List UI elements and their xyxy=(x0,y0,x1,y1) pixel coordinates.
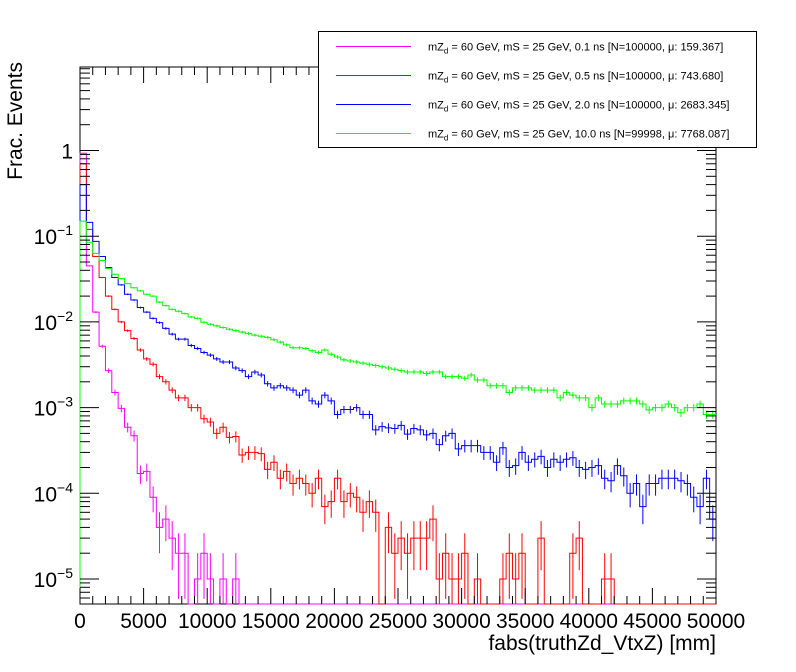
legend-label: mZd = 60 GeV, mS = 25 GeV, 10.0 ns [N=99… xyxy=(428,129,729,143)
legend-entry: mZd = 60 GeV, mS = 25 GeV, 10.0 ns [N=99… xyxy=(336,129,729,143)
x-axis-title: fabs(truthZd_VtxZ) [mm] xyxy=(488,632,716,655)
x-tick-label: 40000 xyxy=(560,610,618,633)
histogram-step-line xyxy=(79,184,716,604)
legend-label: mZd = 60 GeV, mS = 25 GeV, 2.0 ns [N=100… xyxy=(428,100,729,114)
x-tick-label: 35000 xyxy=(496,610,554,633)
x-tick-label: 5000 xyxy=(120,610,167,633)
legend-label: mZd = 60 GeV, mS = 25 GeV, 0.1 ns [N=100… xyxy=(428,42,723,56)
y-tick-label: 10−2 xyxy=(34,308,74,335)
legend-label: mZd = 60 GeV, mS = 25 GeV, 0.5 ns [N=100… xyxy=(428,71,723,85)
series-2 xyxy=(79,184,716,604)
legend-box xyxy=(318,31,757,148)
y-tick-label: 1 xyxy=(61,141,73,164)
x-tick-label: 15000 xyxy=(242,610,300,633)
series-3 xyxy=(79,220,716,604)
y-axis-title: Frac. Events xyxy=(4,62,27,180)
series-1 xyxy=(79,163,716,605)
y-tick-label: 10−4 xyxy=(34,479,74,506)
x-tick-label: 20000 xyxy=(305,610,363,633)
x-tick-label: 30000 xyxy=(432,610,490,633)
y-tick-label: 10−5 xyxy=(34,565,74,592)
y-tick-label: 10−3 xyxy=(34,394,74,421)
histogram-step-line xyxy=(79,220,716,604)
legend-entry: mZd = 60 GeV, mS = 25 GeV, 0.5 ns [N=100… xyxy=(336,71,723,85)
x-tick-label: 25000 xyxy=(369,610,427,633)
legend-entry: mZd = 60 GeV, mS = 25 GeV, 0.1 ns [N=100… xyxy=(336,42,723,56)
x-tick-label: 45000 xyxy=(623,610,681,633)
histogram-step-line xyxy=(79,163,716,605)
plot-frame xyxy=(79,66,717,605)
series-layer xyxy=(79,152,716,605)
axis-layer: 0 5000 10000 15000 20000 25000 30000 35000 40000… xyxy=(34,67,745,633)
x-tick-label: 10000 xyxy=(178,610,236,633)
y-tick-label: 10−1 xyxy=(34,222,74,249)
x-tick-label: 0 xyxy=(74,610,86,633)
legend-entry: mZd = 60 GeV, mS = 25 GeV, 2.0 ns [N=100… xyxy=(336,100,729,114)
x-tick-label: 50000 xyxy=(687,610,745,633)
legend: mZd = 60 GeV, mS = 25 GeV, 0.1 ns [N=100… xyxy=(318,31,757,148)
